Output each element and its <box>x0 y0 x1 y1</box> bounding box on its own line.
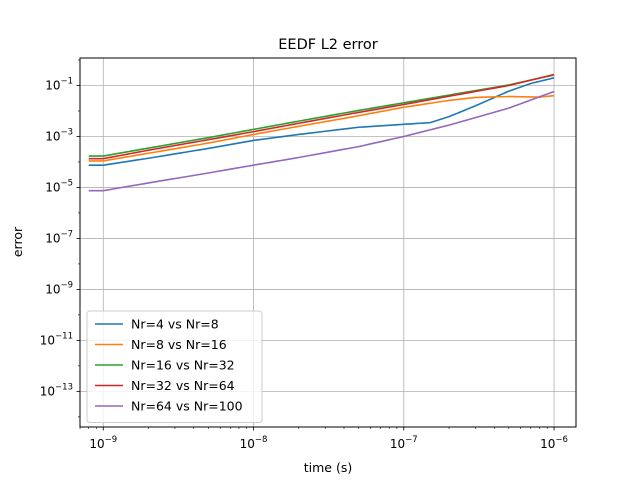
x-tick-label: 10−9 <box>89 435 117 451</box>
legend-label: Nr=64 vs Nr=100 <box>131 399 243 414</box>
y-tick-label: 10−5 <box>45 178 73 194</box>
ticks: 10−9 10−8 10−7 10−6 10−1 10−3 10−5 10−7 10−9 10−1… <box>40 59 568 451</box>
legend-label: Nr=8 vs Nr=16 <box>131 337 227 352</box>
grid <box>80 58 576 427</box>
x-axis-label: time (s) <box>304 460 352 475</box>
legend-label: Nr=4 vs Nr=8 <box>131 317 219 332</box>
series-line-3 <box>88 74 555 157</box>
y-tick-label: 10−9 <box>45 280 73 296</box>
x-tick-label: 10−6 <box>540 435 568 451</box>
x-tick-label: 10−7 <box>390 435 418 451</box>
plot-frame <box>79 57 577 428</box>
legend-label: Nr=32 vs Nr=64 <box>131 378 235 393</box>
y-tick-label: 10−11 <box>40 331 73 347</box>
y-axis-label: error <box>10 226 25 257</box>
series-line-4 <box>88 73 555 160</box>
series-line-2 <box>88 94 555 162</box>
series-line-1 <box>88 77 555 166</box>
y-tick-label: 10−13 <box>40 382 73 398</box>
y-tick-label: 10−7 <box>45 229 73 245</box>
y-tick-label: 10−1 <box>45 77 73 93</box>
chart-title: EEDF L2 error <box>278 37 377 53</box>
legend-box <box>86 310 263 423</box>
legend: Nr=4 vs Nr=8 Nr=8 vs Nr=16 Nr=16 vs Nr=32 N… <box>86 310 263 423</box>
x-tick-label: 10−8 <box>240 435 268 451</box>
legend-label: Nr=16 vs Nr=32 <box>131 358 235 373</box>
series-lines <box>88 73 555 192</box>
y-tick-label: 10−3 <box>45 127 73 143</box>
series-line-5 <box>88 90 555 192</box>
